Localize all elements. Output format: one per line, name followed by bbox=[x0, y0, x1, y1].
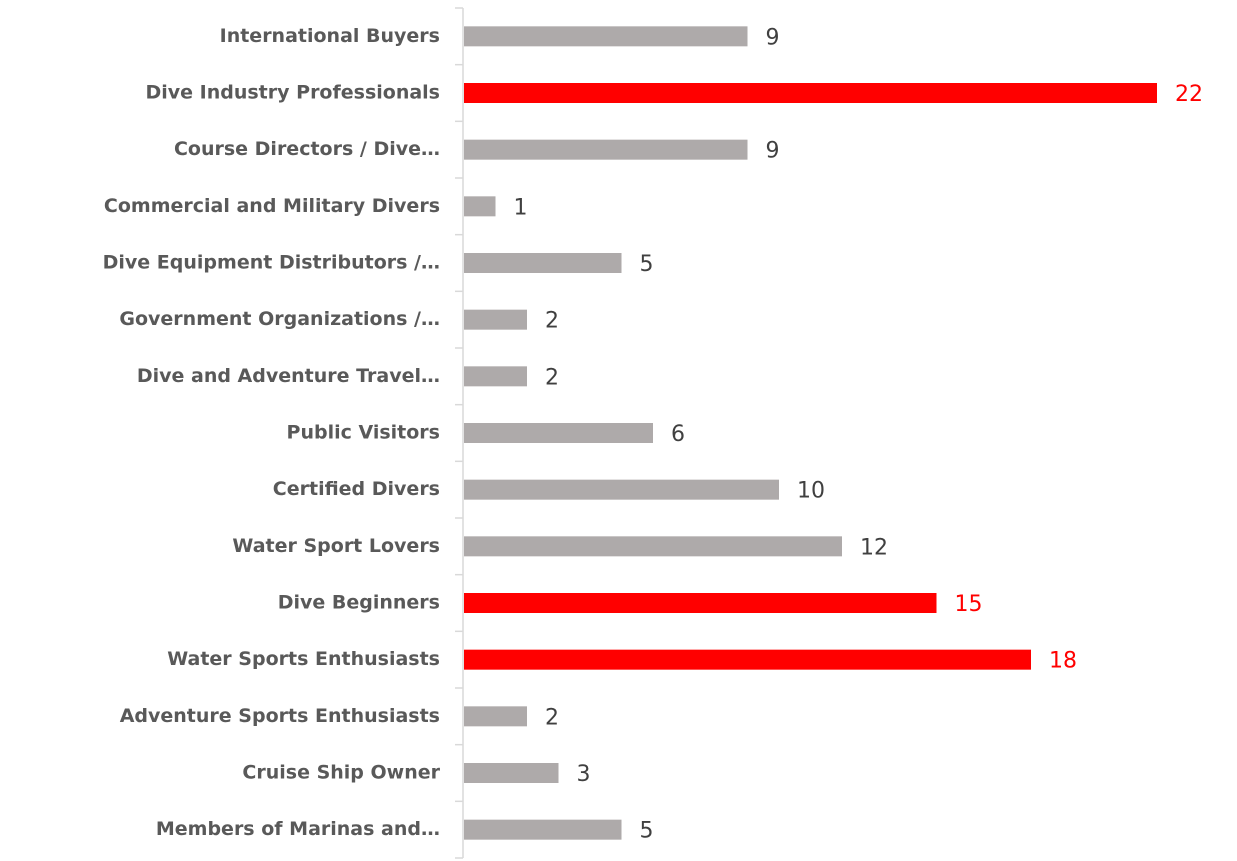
value-label: 1 bbox=[514, 195, 528, 220]
value-label: 6 bbox=[671, 422, 685, 447]
bar bbox=[464, 819, 622, 840]
value-label: 2 bbox=[545, 309, 559, 334]
category-label: International Buyers bbox=[220, 25, 440, 47]
category-label: Certified Divers bbox=[273, 478, 440, 500]
category-label: Dive Industry Professionals bbox=[145, 82, 440, 104]
value-label: 10 bbox=[797, 479, 825, 504]
value-label: 9 bbox=[766, 25, 780, 50]
value-label: 18 bbox=[1049, 649, 1077, 674]
category-label: Water Sport Lovers bbox=[232, 535, 440, 557]
value-label: 12 bbox=[860, 535, 888, 560]
bar bbox=[464, 763, 559, 783]
value-label: 9 bbox=[766, 139, 780, 164]
bar bbox=[464, 139, 748, 160]
category-label: Members of Marinas and… bbox=[156, 818, 440, 840]
bar bbox=[464, 706, 527, 727]
bar bbox=[464, 309, 527, 330]
value-label: 2 bbox=[545, 705, 559, 730]
value-label: 5 bbox=[640, 252, 654, 277]
value-label: 2 bbox=[545, 365, 559, 390]
value-label: 3 bbox=[577, 762, 591, 787]
category-label: Commercial and Military Divers bbox=[104, 195, 440, 217]
bar bbox=[464, 649, 1031, 670]
category-label: Dive and Adventure Travel… bbox=[137, 365, 440, 387]
category-label: Dive Beginners bbox=[278, 592, 440, 614]
bar bbox=[464, 536, 842, 557]
category-label: Cruise Ship Owner bbox=[242, 762, 440, 784]
bar bbox=[464, 479, 779, 500]
value-label: 5 bbox=[640, 819, 654, 844]
bar bbox=[464, 26, 748, 47]
category-label: Water Sports Enthusiasts bbox=[167, 648, 440, 670]
value-label: 15 bbox=[955, 592, 983, 617]
bar bbox=[464, 196, 496, 217]
bar bbox=[464, 253, 622, 273]
value-label: 22 bbox=[1175, 82, 1203, 107]
bar bbox=[464, 83, 1157, 103]
category-label: Adventure Sports Enthusiasts bbox=[120, 705, 440, 727]
bar bbox=[464, 423, 653, 443]
category-label: Dive Equipment Distributors /… bbox=[103, 252, 440, 274]
category-label: Public Visitors bbox=[287, 422, 440, 444]
bar bbox=[464, 593, 937, 613]
bar bbox=[464, 366, 527, 387]
category-label: Government Organizations /… bbox=[119, 308, 440, 330]
category-label: Course Directors / Dive… bbox=[174, 138, 440, 160]
